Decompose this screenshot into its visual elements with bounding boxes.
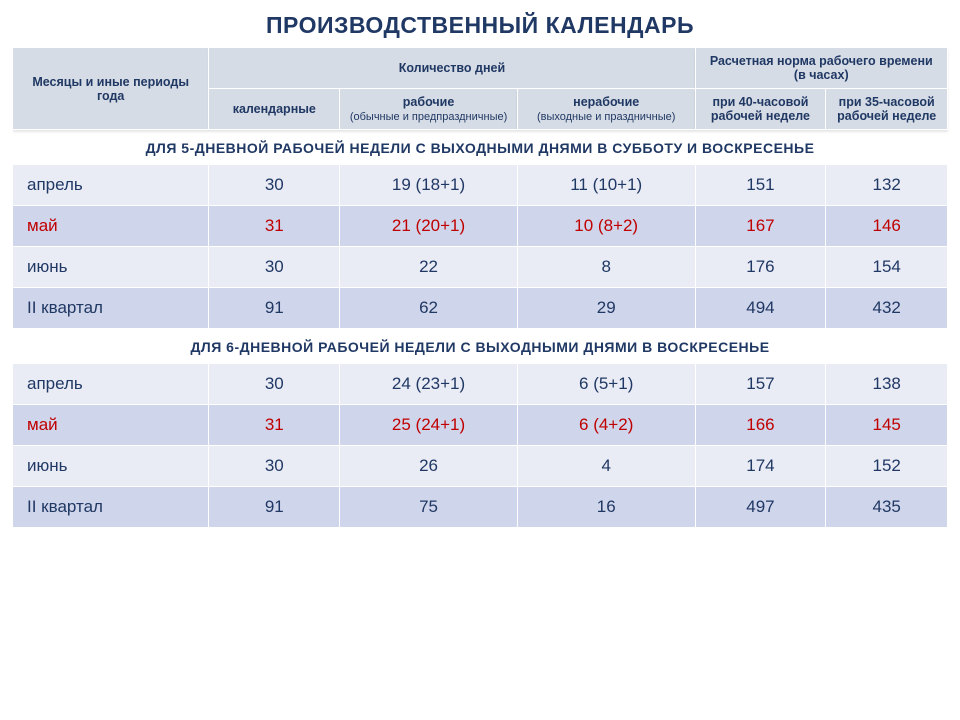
cell-h40: 174 <box>695 446 826 487</box>
cell-nonworking: 4 <box>517 446 695 487</box>
cell-calendar: 91 <box>209 487 340 528</box>
header-hours-l1: Расчетная норма рабочего времени <box>710 54 933 68</box>
cell-calendar: 30 <box>209 364 340 405</box>
cell-nonworking: 6 (5+1) <box>517 364 695 405</box>
cell-month: июнь <box>13 446 209 487</box>
cell-h40: 157 <box>695 364 826 405</box>
table-row: июнь30228176154 <box>13 247 948 288</box>
header-h35: при 35-часовой рабочей неделе <box>826 89 948 130</box>
cell-calendar: 30 <box>209 165 340 206</box>
page-title: ПРОИЗВОДСТВЕННЫЙ КАЛЕНДАРЬ <box>12 12 948 39</box>
cell-nonworking: 8 <box>517 247 695 288</box>
header-h40: при 40-часовой рабочей неделе <box>695 89 826 130</box>
cell-h40: 176 <box>695 247 826 288</box>
cell-h35: 145 <box>826 405 948 446</box>
header-table: Месяцы и иные периоды года Количество дн… <box>12 47 948 130</box>
table-row: II квартал916229494432 <box>13 288 948 329</box>
cell-nonworking: 10 (8+2) <box>517 206 695 247</box>
header-nonworking-l2: (выходные и праздничные) <box>537 111 675 123</box>
cell-calendar: 91 <box>209 288 340 329</box>
cell-calendar: 30 <box>209 247 340 288</box>
cell-working: 21 (20+1) <box>340 206 518 247</box>
cell-working: 26 <box>340 446 518 487</box>
cell-h40: 497 <box>695 487 826 528</box>
section5-label: ДЛЯ 5-ДНЕВНОЙ РАБОЧЕЙ НЕДЕЛИ С ВЫХОДНЫМИ… <box>12 140 948 156</box>
cell-working: 75 <box>340 487 518 528</box>
cell-working: 19 (18+1) <box>340 165 518 206</box>
header-days-group: Количество дней <box>209 48 695 89</box>
header-hours-group: Расчетная норма рабочего времени (в часа… <box>695 48 947 89</box>
cell-nonworking: 6 (4+2) <box>517 405 695 446</box>
header-working-l1: рабочие <box>403 95 455 109</box>
section5-table: апрель3019 (18+1)11 (10+1)151132май3121 … <box>12 164 948 329</box>
header-nonworking-l1: нерабочие <box>573 95 639 109</box>
cell-month: апрель <box>13 364 209 405</box>
cell-month: май <box>13 206 209 247</box>
cell-month: II квартал <box>13 288 209 329</box>
table-row: апрель3019 (18+1)11 (10+1)151132 <box>13 165 948 206</box>
cell-month: май <box>13 405 209 446</box>
cell-h40: 151 <box>695 165 826 206</box>
header-calendar: календарные <box>209 89 340 130</box>
header-working: рабочие (обычные и предпраздничные) <box>340 89 518 130</box>
cell-nonworking: 16 <box>517 487 695 528</box>
cell-month: II квартал <box>13 487 209 528</box>
table-row: июнь30264174152 <box>13 446 948 487</box>
header-hours-l2: (в часах) <box>794 68 849 82</box>
section6-table: апрель3024 (23+1)6 (5+1)157138май3125 (2… <box>12 363 948 528</box>
table-row: II квартал917516497435 <box>13 487 948 528</box>
table-row: май3121 (20+1)10 (8+2)167146 <box>13 206 948 247</box>
cell-working: 24 (23+1) <box>340 364 518 405</box>
cell-calendar: 30 <box>209 446 340 487</box>
cell-h40: 167 <box>695 206 826 247</box>
cell-nonworking: 11 (10+1) <box>517 165 695 206</box>
cell-h35: 138 <box>826 364 948 405</box>
cell-h40: 494 <box>695 288 826 329</box>
table-row: апрель3024 (23+1)6 (5+1)157138 <box>13 364 948 405</box>
cell-nonworking: 29 <box>517 288 695 329</box>
cell-month: июнь <box>13 247 209 288</box>
section6-label: ДЛЯ 6-ДНЕВНОЙ РАБОЧЕЙ НЕДЕЛИ С ВЫХОДНЫМИ… <box>12 339 948 355</box>
cell-h35: 152 <box>826 446 948 487</box>
header-periods: Месяцы и иные периоды года <box>13 48 209 130</box>
cell-working: 62 <box>340 288 518 329</box>
header-working-l2: (обычные и предпраздничные) <box>350 111 507 123</box>
table-row: май3125 (24+1)6 (4+2)166145 <box>13 405 948 446</box>
cell-h40: 166 <box>695 405 826 446</box>
cell-working: 22 <box>340 247 518 288</box>
cell-h35: 132 <box>826 165 948 206</box>
header-nonworking: нерабочие (выходные и праздничные) <box>517 89 695 130</box>
cell-h35: 154 <box>826 247 948 288</box>
cell-h35: 146 <box>826 206 948 247</box>
cell-calendar: 31 <box>209 206 340 247</box>
cell-calendar: 31 <box>209 405 340 446</box>
cell-month: апрель <box>13 165 209 206</box>
cell-working: 25 (24+1) <box>340 405 518 446</box>
cell-h35: 432 <box>826 288 948 329</box>
cell-h35: 435 <box>826 487 948 528</box>
